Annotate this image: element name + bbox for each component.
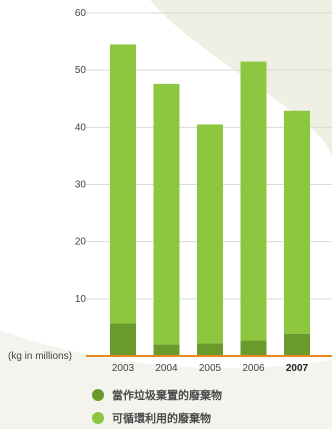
bar-segment-landfill [240, 340, 267, 356]
bar-segment-landfill [110, 323, 136, 356]
y-axis-ticks: 10 20 30 40 50 60 [75, 8, 87, 305]
x-tick-label: 2004 [155, 363, 178, 374]
y-tick-label: 50 [75, 65, 87, 76]
y-tick-label: 60 [75, 8, 87, 19]
x-tick-label: 2005 [199, 363, 222, 374]
legend-marker-recyclable [92, 412, 104, 424]
y-tick-label: 10 [75, 294, 87, 305]
bar-segment-recyclable [153, 83, 180, 345]
bar-segment-landfill [197, 343, 223, 356]
background-swoosh-lower [0, 330, 332, 429]
legend-marker-landfill [92, 389, 104, 401]
background-swoosh [150, 0, 332, 160]
legend-label-landfill: 當作垃圾棄置的廢棄物 [112, 388, 222, 402]
x-tick-label: 2003 [112, 363, 135, 374]
y-tick-label: 20 [75, 237, 87, 248]
bar-segment-recyclable [240, 61, 267, 341]
bar-segment-recyclable [110, 44, 136, 324]
x-tick-label: 2006 [242, 363, 265, 374]
x-axis-labels: 2003 2004 2005 2006 2007 [112, 363, 309, 374]
y-tick-label: 40 [75, 122, 87, 133]
bars [110, 44, 310, 356]
y-tick-label: 30 [75, 180, 87, 191]
unit-label: (kg in millions) [8, 351, 72, 362]
bar-segment-landfill [153, 344, 180, 356]
bar-segment-landfill [284, 333, 310, 356]
legend-label-recyclable: 可循環利用的廢棄物 [112, 411, 211, 425]
x-tick-label: 2007 [286, 363, 309, 374]
bar-segment-recyclable [284, 110, 310, 334]
legend: 當作垃圾棄置的廢棄物 可循環利用的廢棄物 [92, 388, 222, 425]
bar-segment-recyclable [197, 124, 223, 344]
